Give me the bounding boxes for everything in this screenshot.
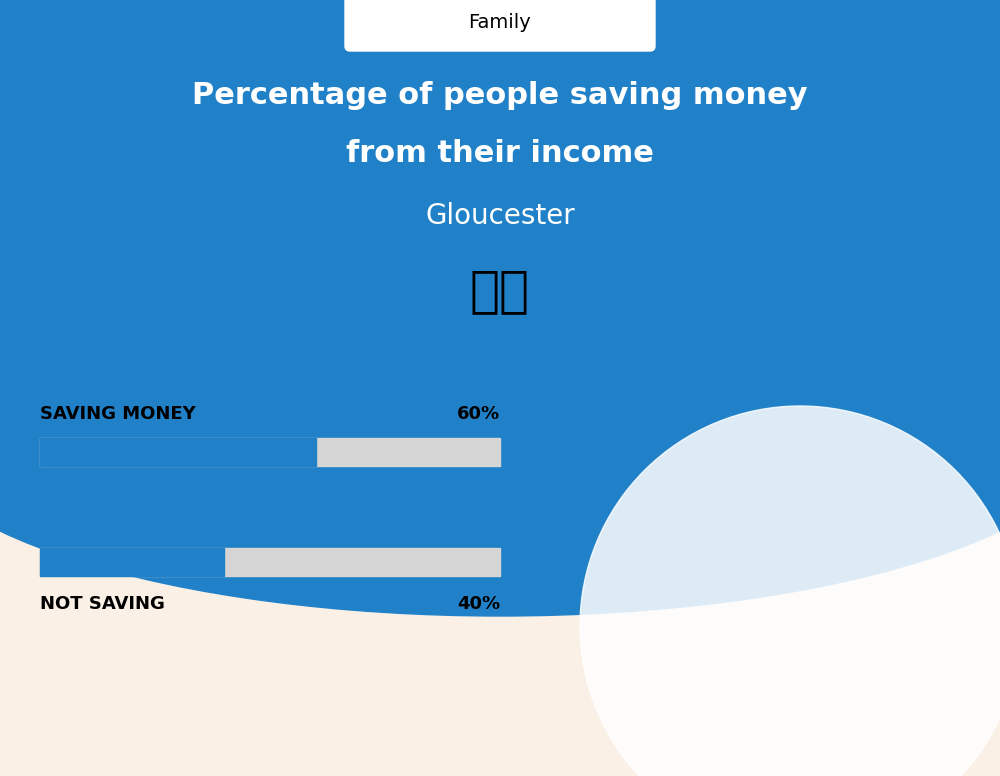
Bar: [40, 548, 224, 576]
Text: 40%: 40%: [457, 595, 500, 613]
Bar: [0, 0, 1000, 426]
Bar: [40, 438, 316, 466]
Text: Family: Family: [469, 13, 531, 33]
Text: Percentage of people saving money: Percentage of people saving money: [192, 81, 808, 110]
Text: from their income: from their income: [346, 140, 654, 168]
FancyBboxPatch shape: [345, 0, 655, 51]
Bar: [40, 548, 500, 576]
Text: 60%: 60%: [457, 405, 500, 423]
Text: SAVING MONEY: SAVING MONEY: [40, 405, 196, 423]
Text: Gloucester: Gloucester: [425, 202, 575, 230]
Ellipse shape: [0, 236, 1000, 616]
Circle shape: [580, 406, 1000, 776]
Text: 🇬🇧: 🇬🇧: [470, 267, 530, 315]
Text: NOT SAVING: NOT SAVING: [40, 595, 165, 613]
Bar: [40, 438, 500, 466]
